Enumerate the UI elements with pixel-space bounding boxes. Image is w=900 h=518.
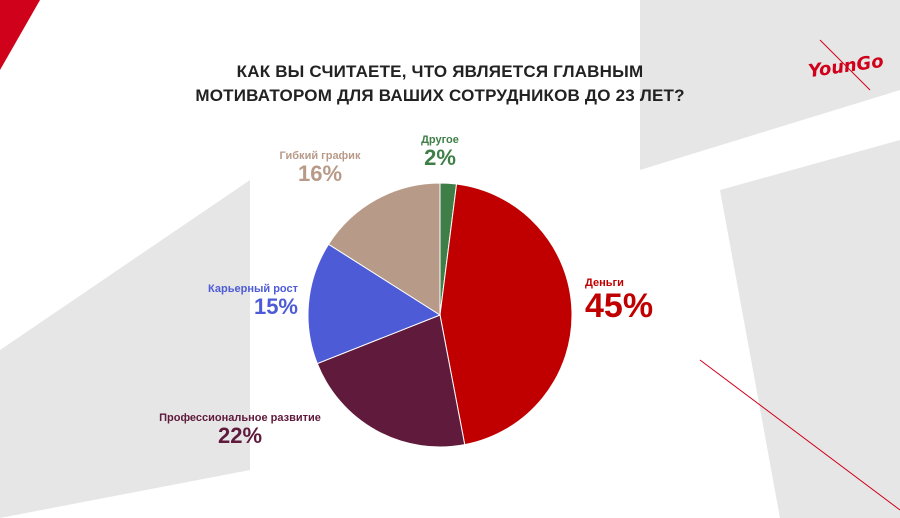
bg-red-line-top (819, 39, 871, 91)
bg-red-line-bottom (699, 359, 900, 511)
label-career: Карьерный рост 15% (208, 283, 298, 318)
label-prof-dev-value: 22% (217, 423, 263, 448)
label-prof-dev: Профессиональное развитие 22% (159, 412, 321, 447)
label-career-name: Карьерный рост (208, 283, 298, 295)
label-money: Деньги 45% (585, 277, 653, 325)
pie-slice-career (307, 243, 442, 365)
label-prof-dev-name: Профессиональное развитие (159, 412, 321, 424)
pie-slice-flex (327, 182, 441, 316)
label-money-name: Деньги (585, 277, 624, 289)
label-flex-value: 16% (297, 161, 343, 186)
label-flex-name: Гибкий график (279, 150, 361, 162)
label-other: Другое 2% (421, 134, 459, 169)
pie-slice-prof-dev (316, 314, 466, 448)
label-flex: Гибкий график 16% (280, 150, 361, 185)
pie-slice-money (439, 183, 573, 446)
label-career-value: 15% (253, 294, 298, 319)
chart-title-line-1: КАК ВЫ СЧИТАЕТЕ, ЧТО ЯВЛЯЕТСЯ ГЛАВНЫМ (236, 62, 644, 81)
chart-title: КАК ВЫ СЧИТАЕТЕ, ЧТО ЯВЛЯЕТСЯ ГЛАВНЫМ МО… (150, 60, 730, 108)
chart-title-line-2: МОТИВАТОРОМ ДЛЯ ВАШИХ СОТРУДНИКОВ ДО 23 … (195, 86, 685, 105)
label-other-value: 2% (424, 145, 456, 170)
bg-grey-stripe-top-right (640, 0, 900, 170)
bg-red-corner (0, 0, 40, 70)
label-other-name: Другое (421, 134, 459, 146)
label-money-value: 45% (585, 287, 654, 325)
bg-grey-stripe-left (0, 180, 250, 518)
bg-grey-stripe-right (720, 140, 900, 518)
